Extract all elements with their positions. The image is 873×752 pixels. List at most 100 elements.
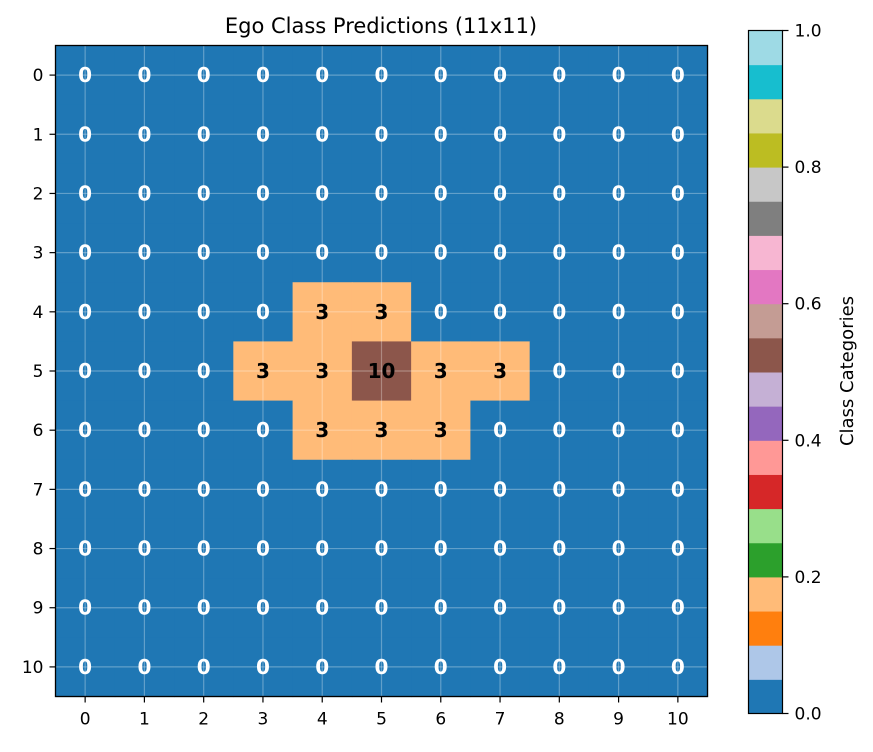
cell-value-label: 0 xyxy=(671,477,685,501)
colorbar-segment xyxy=(749,167,783,202)
x-axis-ticks: 0 1 2 3 4 5 6 7 8 9 10 xyxy=(80,697,689,730)
cell-value-label: 3 xyxy=(493,359,507,383)
x-tick-label: 8 xyxy=(554,710,565,730)
cell-value-label: 0 xyxy=(612,63,626,87)
cell-value-label: 0 xyxy=(612,537,626,561)
x-tick-label: 6 xyxy=(435,710,446,730)
cell-value-label: 0 xyxy=(78,300,92,324)
cell-value-label: 0 xyxy=(552,477,566,501)
y-tick-label: 9 xyxy=(33,599,44,619)
colorbar-segment xyxy=(749,31,783,66)
x-tick-label: 3 xyxy=(258,710,269,730)
cell-value-label: 0 xyxy=(137,300,151,324)
y-tick-label: 10 xyxy=(22,658,44,678)
y-tick-label: 4 xyxy=(33,303,44,323)
cell-value-label: 0 xyxy=(197,300,211,324)
colorbar-segment xyxy=(749,99,783,134)
cell-value-label: 3 xyxy=(375,300,389,324)
colorbar-tick-label: 0.4 xyxy=(795,431,822,451)
cell-value-label: 0 xyxy=(671,655,685,679)
colorbar-segment xyxy=(749,543,783,578)
cell-value-label: 0 xyxy=(137,181,151,205)
colorbar-tick-label: 1.0 xyxy=(795,22,822,42)
colorbar-segment xyxy=(749,509,783,544)
cell-value-label: 0 xyxy=(552,655,566,679)
cell-value-label: 0 xyxy=(375,122,389,146)
colorbar-segment xyxy=(749,645,783,680)
cell-value-label: 0 xyxy=(612,300,626,324)
y-tick-label: 0 xyxy=(33,66,44,86)
colorbar-segment xyxy=(749,440,783,475)
cell-value-label: 0 xyxy=(256,181,270,205)
cell-value-label: 0 xyxy=(612,181,626,205)
cell-value-label: 0 xyxy=(137,359,151,383)
cell-value-label: 0 xyxy=(671,537,685,561)
cell-value-label: 0 xyxy=(434,63,448,87)
colorbar-segment xyxy=(749,406,783,441)
cell-value-label: 0 xyxy=(197,181,211,205)
cell-value-label: 0 xyxy=(375,655,389,679)
cell-value-label: 0 xyxy=(671,241,685,265)
y-tick-label: 6 xyxy=(33,421,44,441)
x-tick-label: 2 xyxy=(198,710,209,730)
cell-value-label: 0 xyxy=(78,181,92,205)
colorbar-segment xyxy=(749,372,783,407)
cell-value-label: 0 xyxy=(78,122,92,146)
cell-value-label: 0 xyxy=(256,596,270,620)
colorbar-segment xyxy=(749,304,783,339)
cell-value-label: 0 xyxy=(256,300,270,324)
cell-value-label: 0 xyxy=(552,181,566,205)
x-tick-label: 0 xyxy=(80,710,91,730)
cell-value-label: 0 xyxy=(197,241,211,265)
cell-value-label: 0 xyxy=(434,596,448,620)
cell-value-label: 0 xyxy=(434,655,448,679)
cell-value-label: 0 xyxy=(671,418,685,442)
cell-value-label: 0 xyxy=(493,596,507,620)
cell-value-label: 0 xyxy=(256,537,270,561)
colorbar-segment xyxy=(749,235,783,270)
cell-value-label: 0 xyxy=(78,655,92,679)
cell-value-label: 0 xyxy=(78,241,92,265)
cell-value-label: 0 xyxy=(256,655,270,679)
cell-value-label: 0 xyxy=(552,241,566,265)
cell-value-label: 0 xyxy=(197,418,211,442)
cell-value-label: 0 xyxy=(78,359,92,383)
colorbar-label: Class Categories xyxy=(837,296,858,446)
x-tick-label: 9 xyxy=(613,710,624,730)
cell-value-label: 0 xyxy=(315,477,329,501)
colorbar-tick-label: 0.6 xyxy=(795,295,822,315)
cell-value-label: 0 xyxy=(671,122,685,146)
cell-value-label: 0 xyxy=(612,418,626,442)
x-tick-label: 4 xyxy=(317,710,328,730)
cell-value-label: 3 xyxy=(434,418,448,442)
colorbar-ticks: 0.00.20.40.60.81.0 xyxy=(783,22,822,725)
cell-value-label: 0 xyxy=(612,122,626,146)
cell-value-label: 0 xyxy=(434,477,448,501)
colorbar xyxy=(749,31,783,715)
cell-value-label: 0 xyxy=(197,477,211,501)
cell-value-label: 0 xyxy=(375,181,389,205)
cell-value-label: 0 xyxy=(78,477,92,501)
cell-value-label: 0 xyxy=(612,477,626,501)
cell-value-label: 0 xyxy=(671,181,685,205)
chart-title: Ego Class Predictions (11x11) xyxy=(225,14,537,38)
cell-value-label: 0 xyxy=(197,655,211,679)
cell-value-label: 0 xyxy=(493,63,507,87)
cell-value-label: 0 xyxy=(256,241,270,265)
cell-value-label: 0 xyxy=(197,596,211,620)
colorbar-tick-label: 0.8 xyxy=(795,158,822,178)
cell-value-label: 0 xyxy=(493,241,507,265)
cell-value-label: 0 xyxy=(78,418,92,442)
cell-value-label: 0 xyxy=(434,181,448,205)
cell-value-label: 0 xyxy=(78,596,92,620)
colorbar-segment xyxy=(749,679,783,714)
cell-value-label: 0 xyxy=(78,537,92,561)
cell-value-label: 0 xyxy=(671,300,685,324)
cell-value-label: 0 xyxy=(375,63,389,87)
cell-value-label: 0 xyxy=(197,63,211,87)
cell-value-label: 0 xyxy=(375,596,389,620)
cell-value-label: 3 xyxy=(434,359,448,383)
cell-value-label: 0 xyxy=(493,655,507,679)
cell-value-label: 0 xyxy=(315,181,329,205)
colorbar-tick-label: 0.2 xyxy=(795,568,822,588)
